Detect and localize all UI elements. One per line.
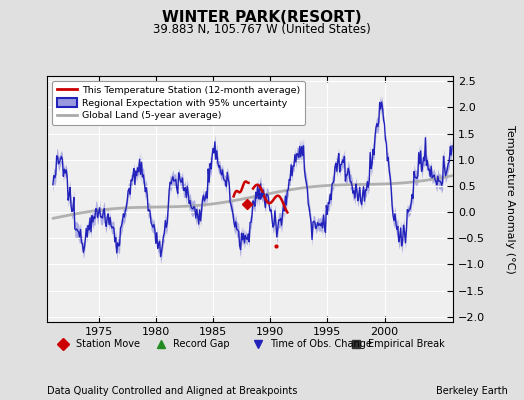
Text: Empirical Break: Empirical Break (368, 339, 445, 350)
Text: Record Gap: Record Gap (173, 339, 230, 350)
Text: Station Move: Station Move (75, 339, 139, 350)
Y-axis label: Temperature Anomaly (°C): Temperature Anomaly (°C) (505, 125, 515, 273)
Legend: This Temperature Station (12-month average), Regional Expectation with 95% uncer: This Temperature Station (12-month avera… (52, 81, 305, 125)
Text: 39.883 N, 105.767 W (United States): 39.883 N, 105.767 W (United States) (153, 23, 371, 36)
Text: Time of Obs. Change: Time of Obs. Change (270, 339, 373, 350)
Text: Data Quality Controlled and Aligned at Breakpoints: Data Quality Controlled and Aligned at B… (47, 386, 298, 396)
Text: Berkeley Earth: Berkeley Earth (436, 386, 508, 396)
Text: WINTER PARK(RESORT): WINTER PARK(RESORT) (162, 10, 362, 26)
